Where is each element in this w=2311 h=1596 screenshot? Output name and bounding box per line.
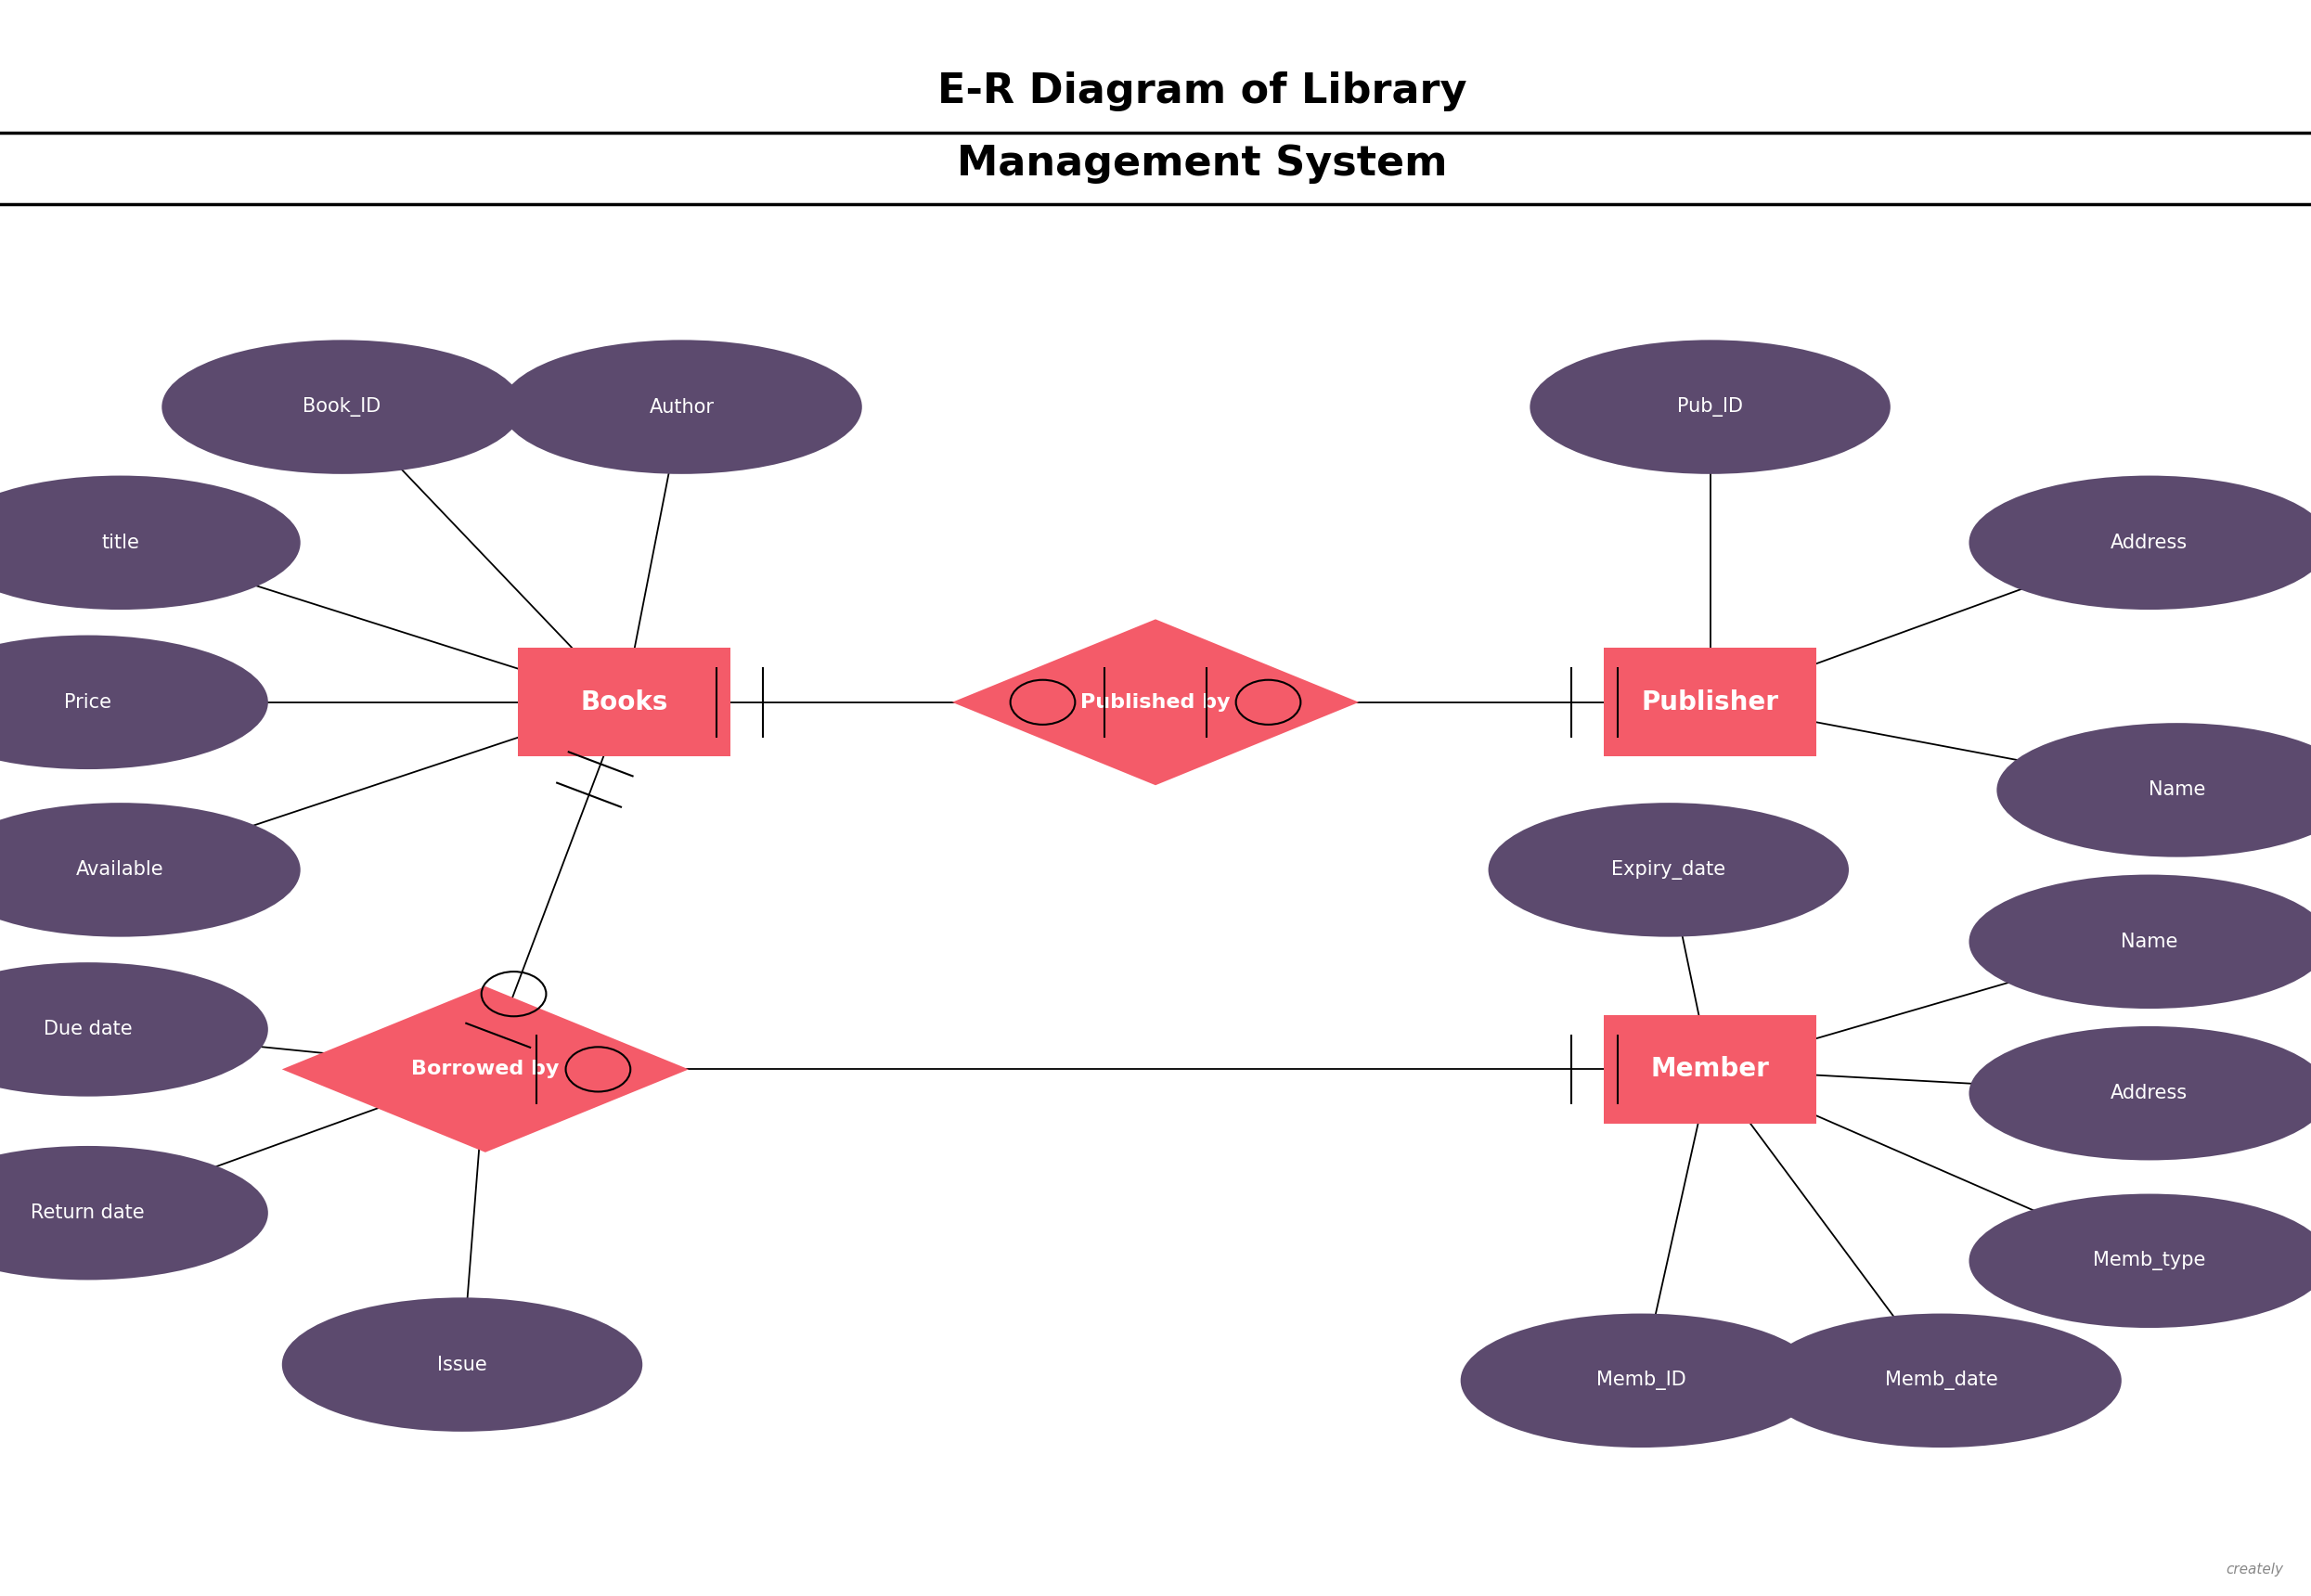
FancyBboxPatch shape (1604, 648, 1816, 757)
Text: Memb_date: Memb_date (1886, 1371, 1997, 1390)
Text: Member: Member (1650, 1057, 1770, 1082)
Text: Expiry_date: Expiry_date (1611, 860, 1726, 879)
Ellipse shape (0, 962, 268, 1096)
Ellipse shape (1997, 723, 2311, 857)
Text: Address: Address (2110, 533, 2189, 552)
Text: Available: Available (76, 860, 164, 879)
Ellipse shape (501, 340, 862, 474)
Text: Address: Address (2110, 1084, 2189, 1103)
Ellipse shape (1969, 875, 2311, 1009)
Text: Issue: Issue (437, 1355, 488, 1374)
Text: E-R Diagram of Library: E-R Diagram of Library (936, 72, 1467, 112)
Text: Name: Name (2149, 780, 2205, 800)
Text: Borrowed by: Borrowed by (411, 1060, 559, 1079)
Text: title: title (102, 533, 139, 552)
Text: Books: Books (580, 689, 668, 715)
Text: Published by: Published by (1082, 693, 1229, 712)
Ellipse shape (1969, 476, 2311, 610)
Ellipse shape (1461, 1314, 1821, 1448)
Text: Memb_type: Memb_type (2094, 1251, 2205, 1270)
Ellipse shape (0, 1146, 268, 1280)
Text: Return date: Return date (30, 1203, 146, 1223)
Ellipse shape (1530, 340, 1890, 474)
Ellipse shape (1969, 1194, 2311, 1328)
Text: Management System: Management System (957, 144, 1447, 184)
Text: creately: creately (2225, 1562, 2283, 1577)
Text: Pub_ID: Pub_ID (1678, 397, 1742, 417)
Ellipse shape (1761, 1314, 2121, 1448)
FancyBboxPatch shape (1604, 1015, 1816, 1124)
Text: Publisher: Publisher (1641, 689, 1779, 715)
Polygon shape (952, 619, 1359, 785)
Text: Name: Name (2121, 932, 2177, 951)
Ellipse shape (0, 803, 300, 937)
Text: Author: Author (649, 397, 714, 417)
FancyBboxPatch shape (518, 648, 730, 757)
Ellipse shape (1488, 803, 1849, 937)
Ellipse shape (0, 635, 268, 769)
Polygon shape (282, 986, 689, 1152)
Text: Memb_ID: Memb_ID (1597, 1371, 1685, 1390)
Ellipse shape (0, 476, 300, 610)
Text: Book_ID: Book_ID (303, 397, 381, 417)
Text: Due date: Due date (44, 1020, 132, 1039)
Ellipse shape (282, 1298, 642, 1432)
Ellipse shape (162, 340, 522, 474)
Ellipse shape (1969, 1026, 2311, 1160)
Text: Price: Price (65, 693, 111, 712)
